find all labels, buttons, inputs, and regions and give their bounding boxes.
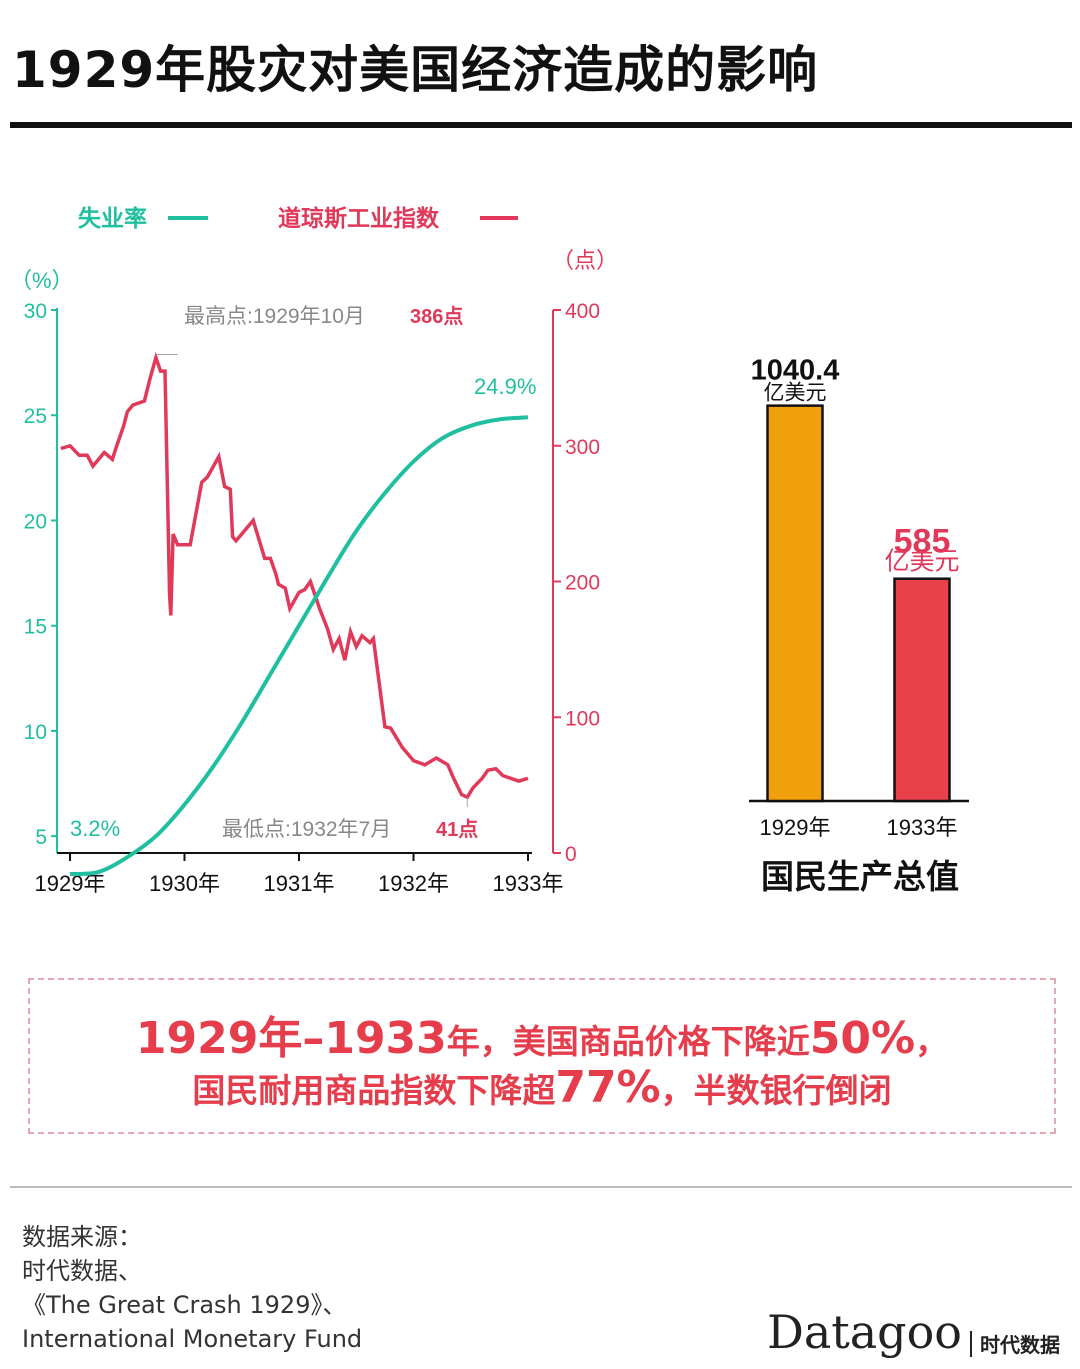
source-item: 《The Great Crash 1929》、 [22, 1291, 347, 1319]
peak-annotation: 最高点:1929年10月 [184, 305, 365, 328]
source-label: 数据来源： [22, 1223, 142, 1251]
bar [766, 404, 824, 803]
series-line-dow [60, 351, 529, 800]
left-axis-tick-label: 5 [35, 826, 47, 849]
trough-annotation: 最低点:1932年7月 [222, 818, 391, 841]
callout-durables-drop: 77% [555, 1062, 661, 1113]
brand-wordmark: Datagoo [766, 1305, 962, 1359]
left-axis-tick-label: 30 [24, 300, 47, 323]
bar-category-label: 1933年 [887, 815, 958, 840]
callout-line-2-text: 国民耐用商品指数下降超 [192, 1071, 556, 1110]
series-line-unemployment [69, 415, 529, 876]
right-axis-unit: （点） [552, 248, 618, 273]
x-axis-tick-label: 1929年 [35, 871, 106, 896]
x-axis-tick-label: 1931年 [264, 871, 335, 896]
x-axis-tick-label: 1932年 [378, 871, 449, 896]
brand-separator [970, 1330, 972, 1357]
right-axis-tick-label: 100 [565, 707, 600, 730]
right-axis-tick-label: 200 [565, 572, 600, 595]
brand-chinese: 时代数据 [980, 1333, 1060, 1357]
bar-value-label: 585 [894, 523, 951, 561]
right-axis-tick-label: 0 [565, 843, 577, 866]
source-item: International Monetary Fund [22, 1325, 363, 1353]
dual-axis-line-chart: 失业率 道琼斯工业指数（%）（点）510152025300100200300400… [10, 205, 618, 896]
source-item: 时代数据、 [22, 1257, 142, 1285]
callout-price-drop: 50% [809, 1013, 916, 1064]
legend-label-dow: 道琼斯工业指数 [278, 205, 440, 231]
left-axis-unit: （%） [10, 268, 74, 293]
right-axis-tick-label: 300 [565, 436, 600, 459]
bar-unit-label: 亿美元 [764, 382, 827, 405]
bar-category-label: 1929年 [760, 815, 831, 840]
callout-line-1-text: 年，美国商品价格下降近 [446, 1022, 810, 1061]
callout-year-end: 1933 [324, 1013, 447, 1064]
callout-line-1-end: ， [915, 1022, 949, 1061]
callout-dash: – [302, 1013, 325, 1064]
unemployment-end-label: 24.9% [474, 374, 536, 399]
x-axis-tick-label: 1933年 [493, 871, 564, 896]
bar [893, 577, 951, 803]
bar-value-label: 1040.4 [751, 355, 840, 387]
summary-callout: 1929年–1933年，美国商品价格下降近50%， 国民耐用商品指数下降超77%… [28, 978, 1056, 1134]
callout-year-start: 1929年 [135, 1013, 303, 1064]
right-axis-tick-label: 400 [565, 300, 600, 323]
bar-chart-title: 国民生产总值 [761, 858, 959, 895]
legend-label-unemployment: 失业率 [78, 205, 147, 231]
left-axis-tick-label: 15 [24, 616, 47, 639]
bar-unit-label: 亿美元 [884, 548, 959, 576]
left-axis-tick-label: 25 [24, 405, 47, 428]
brand-logo: Datagoo 时代数据 [767, 1305, 1060, 1359]
footer-divider [10, 1186, 1072, 1188]
x-axis-tick-label: 1930年 [149, 871, 220, 896]
source-block: 数据来源： 时代数据、 《The Great Crash 1929》、 Inte… [22, 1220, 362, 1356]
callout-line-2-end: ，半数银行倒闭 [660, 1071, 892, 1110]
left-axis-tick-label: 20 [24, 510, 47, 533]
left-axis-tick-label: 10 [24, 721, 47, 744]
callout-line-1: 1929年–1933年，美国商品价格下降近50%， [30, 1002, 1054, 1066]
title-divider [10, 122, 1072, 128]
trough-value-label: 41点 [436, 818, 478, 841]
unemployment-start-label: 3.2% [70, 816, 120, 841]
peak-value-label: 386点 [410, 305, 463, 328]
callout-line-2: 国民耐用商品指数下降超77%，半数银行倒闭 [30, 1062, 1054, 1113]
page-title: 1929年股灾对美国经济造成的影响 [12, 41, 819, 99]
